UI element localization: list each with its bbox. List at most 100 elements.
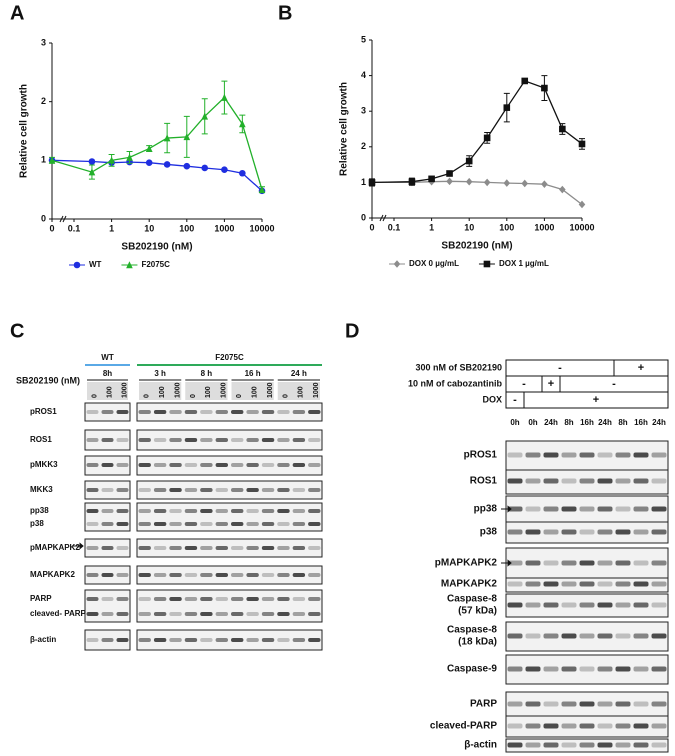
x-tick-label: 1	[429, 222, 434, 232]
band	[215, 612, 228, 616]
band	[308, 463, 321, 467]
band	[651, 742, 667, 748]
band	[184, 410, 198, 414]
lane-label: 16h	[634, 418, 648, 427]
condition-label: 10 nM of cabozantinib	[408, 378, 503, 388]
row-label: ROS1	[470, 476, 498, 487]
band	[292, 488, 306, 492]
band	[277, 597, 290, 601]
band	[543, 633, 559, 639]
band	[308, 597, 321, 601]
marker	[183, 162, 191, 170]
band	[200, 509, 213, 513]
band	[277, 410, 290, 414]
dose-backdrop	[139, 382, 182, 400]
band	[215, 463, 228, 467]
band	[138, 597, 151, 601]
band	[169, 522, 182, 526]
band	[116, 463, 129, 467]
x-tick-label: 1000	[214, 223, 234, 233]
x-axis-label: SB202190 (nM)	[441, 241, 512, 252]
band	[597, 581, 613, 587]
band	[651, 701, 667, 707]
band	[138, 546, 151, 550]
band	[153, 438, 167, 442]
band	[525, 478, 541, 484]
row-label: β-actin	[464, 740, 497, 751]
band	[231, 546, 244, 550]
y-tick-label: 4	[361, 70, 366, 80]
band	[651, 666, 667, 672]
band	[597, 633, 613, 639]
row-label: Caspase-8	[447, 625, 497, 636]
band	[525, 506, 541, 512]
band	[633, 452, 649, 458]
row-label: MKK3	[30, 485, 53, 494]
marker	[465, 177, 473, 186]
band	[292, 410, 306, 414]
x-tick-label: 0	[49, 223, 54, 233]
marker	[88, 168, 96, 176]
band	[597, 602, 613, 608]
band	[579, 701, 595, 707]
band	[543, 560, 559, 566]
band	[101, 612, 114, 616]
band	[138, 638, 151, 642]
band	[579, 666, 595, 672]
dose-label: 100	[298, 386, 305, 398]
band	[292, 612, 306, 616]
band	[200, 597, 213, 601]
legend-label: F2075C	[141, 260, 170, 269]
band	[633, 666, 649, 672]
band	[153, 638, 167, 642]
band	[169, 410, 182, 414]
marker	[541, 84, 548, 92]
row-label: pp38	[474, 504, 498, 515]
x-tick-label: 10	[144, 223, 154, 233]
condition-sign: +	[593, 394, 599, 406]
dose-label: 0	[282, 394, 289, 398]
band	[153, 546, 167, 550]
band	[543, 723, 559, 729]
band	[308, 488, 321, 492]
band	[246, 597, 259, 601]
band	[246, 509, 259, 513]
band	[308, 546, 321, 550]
band	[184, 438, 198, 442]
band	[231, 509, 244, 513]
band	[579, 723, 595, 729]
band	[579, 602, 595, 608]
band	[101, 573, 114, 577]
marker	[108, 156, 115, 164]
band	[543, 581, 559, 587]
legend-label: WT	[89, 260, 102, 269]
band	[101, 438, 114, 442]
marker	[503, 179, 511, 187]
dose-label: 1000	[313, 382, 320, 398]
lane-label: 8h	[564, 418, 573, 427]
lane-label: 24h	[652, 418, 666, 427]
row-label: pMAPKAPK2	[435, 558, 498, 569]
marker	[446, 170, 453, 177]
band	[579, 560, 595, 566]
band	[507, 723, 523, 729]
time-label: 24 h	[291, 369, 307, 378]
band	[153, 509, 167, 513]
band	[215, 638, 228, 642]
dose-label: 1000	[221, 382, 228, 398]
marker	[541, 180, 548, 188]
band	[215, 488, 228, 492]
panel-letter: D	[345, 320, 359, 342]
band	[507, 560, 523, 566]
row-label: PARP	[470, 699, 497, 710]
marker	[483, 178, 491, 187]
band	[507, 581, 523, 587]
blot-box	[136, 480, 323, 500]
band	[615, 560, 631, 566]
condition-label: DOX	[482, 394, 502, 404]
band	[561, 701, 577, 707]
dose-label: 1000	[267, 382, 274, 398]
band	[215, 509, 228, 513]
band	[615, 742, 631, 748]
